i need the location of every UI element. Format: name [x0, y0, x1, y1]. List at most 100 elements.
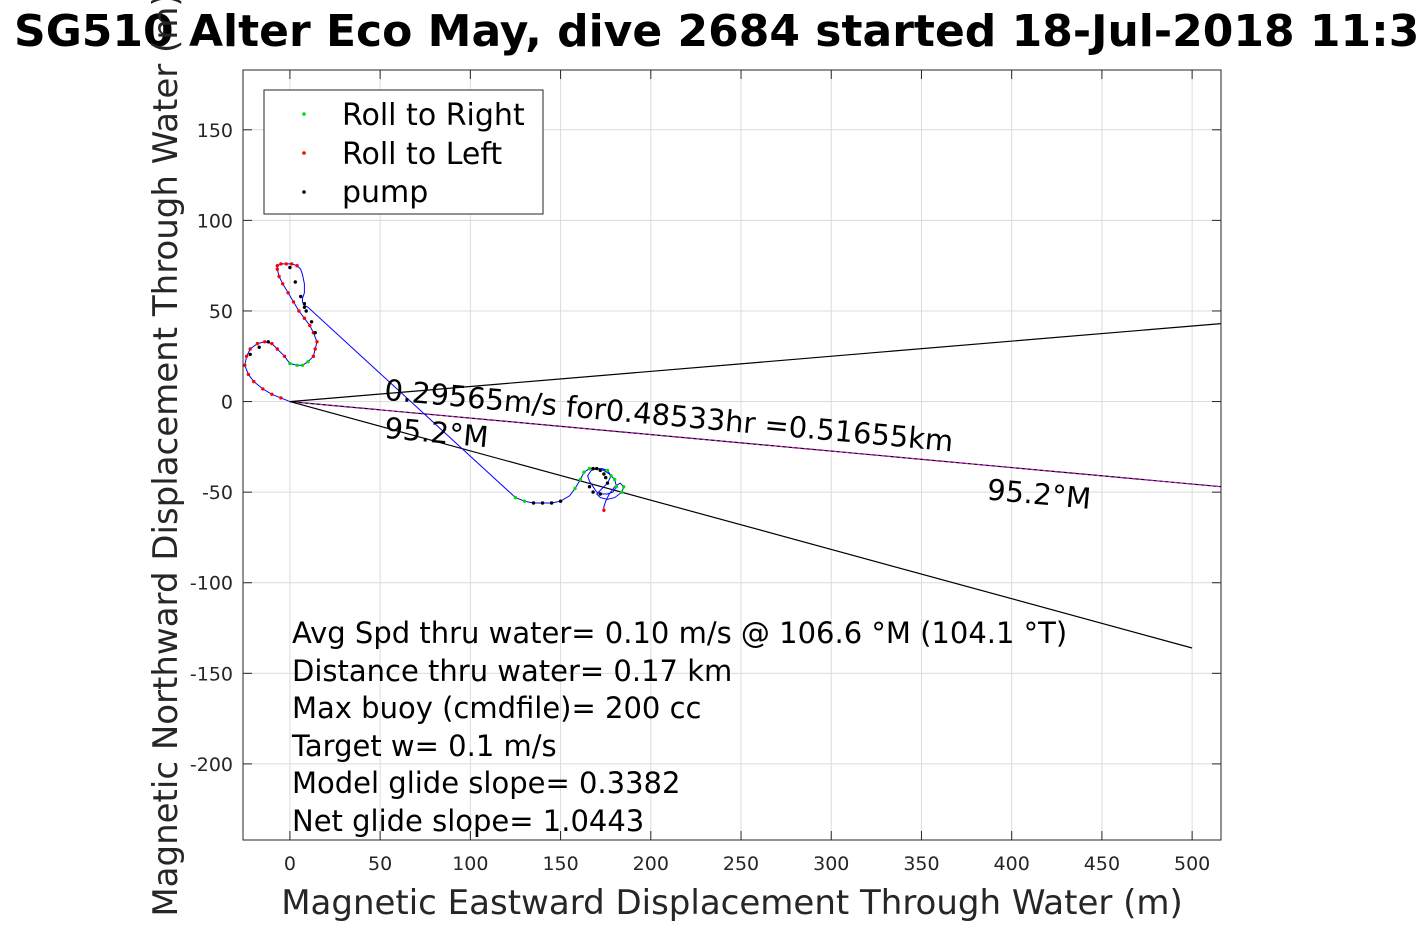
lines-layer	[289, 323, 1221, 649]
roll-left-point	[252, 379, 256, 384]
roll-right-point	[513, 495, 518, 500]
legend-marker-roll-right	[302, 112, 306, 116]
x-tick-label: 300	[813, 853, 849, 875]
pump-point	[531, 501, 536, 505]
pump-point	[302, 305, 307, 309]
y-axis-label: Magnetic Northward Displacement Through …	[146, 0, 186, 917]
roll-right-point	[620, 490, 624, 494]
roll-right-point	[295, 363, 299, 367]
legend: Roll to Right Roll to Left pump	[263, 89, 544, 215]
roll-left-point	[313, 347, 317, 351]
roll-left-point	[255, 341, 260, 346]
roll-left-point	[275, 347, 279, 351]
roll-left-point	[291, 300, 296, 304]
y-ticks: -200 -150 -100 -50 0 50 100 150	[190, 120, 1221, 776]
roll-left-point	[243, 363, 247, 367]
pump-point	[598, 492, 602, 496]
y-tick-label: -50	[202, 482, 233, 504]
pump-point	[257, 345, 261, 349]
pump-point	[313, 331, 317, 335]
roll-right-point	[613, 477, 617, 482]
legend-box	[263, 89, 544, 215]
roll-left-point	[284, 262, 288, 266]
roll-right-point	[605, 468, 610, 473]
pump-point	[591, 490, 595, 494]
x-tick-label: 250	[723, 853, 759, 875]
legend-label-roll-right: Roll to Right	[342, 98, 525, 133]
roll-left-point	[277, 274, 281, 279]
roll-left-point	[248, 347, 252, 351]
pump-point	[587, 485, 592, 489]
pump-point	[248, 352, 252, 357]
roll-left-point	[275, 267, 279, 271]
pump-point	[558, 499, 563, 503]
legend-marker-roll-left	[302, 151, 306, 155]
pump-point	[598, 468, 602, 473]
x-ticks: 0 50 100 150 200 250 300 350 400 450 500	[284, 70, 1210, 875]
roll-left-point	[282, 354, 287, 358]
pump-point	[540, 501, 545, 505]
roll-right-point	[288, 361, 292, 366]
pump-point	[605, 481, 610, 485]
pump-point	[302, 302, 307, 306]
roll-right-point	[622, 485, 626, 489]
pump-point	[299, 294, 303, 299]
stat-net-glide-slope: Net glide slope= 1.0443	[292, 804, 644, 838]
roll-left-point	[244, 354, 249, 358]
pump-point	[309, 320, 314, 324]
y-tick-label: 100	[197, 210, 233, 232]
roll-left-point	[315, 340, 319, 344]
roll-left-point	[295, 264, 299, 268]
pump-point	[549, 501, 554, 505]
pump-point	[595, 466, 599, 471]
pump-point	[293, 280, 297, 284]
roll-right-point	[300, 363, 305, 367]
x-tick-label: 450	[1084, 853, 1120, 875]
heading-line-0	[289, 401, 1221, 488]
roll-left-point	[279, 396, 283, 400]
pump-point	[288, 265, 292, 270]
roll-left-point	[302, 316, 307, 320]
roll-left-point	[602, 508, 606, 512]
points-layer	[243, 262, 626, 512]
stat-target-w: Target w= 0.1 m/s	[291, 729, 557, 763]
roll-left-point	[286, 291, 290, 295]
y-tick-label: -100	[190, 573, 233, 595]
stat-distance: Distance thru water= 0.17 km	[292, 654, 732, 688]
pump-point	[266, 340, 270, 344]
y-tick-label: -150	[190, 663, 233, 685]
roll-right-point	[306, 360, 310, 364]
y-tick-label: -200	[190, 754, 233, 776]
roll-right-point	[582, 470, 586, 474]
x-tick-label: 150	[542, 853, 578, 875]
roll-left-point	[281, 282, 285, 286]
roll-left-point	[270, 341, 274, 346]
roll-right-point	[573, 486, 577, 491]
x-axis-label: Magnetic Eastward Displacement Through W…	[281, 883, 1183, 923]
x-tick-label: 500	[1174, 853, 1210, 875]
heading-line-2	[289, 401, 1193, 649]
roll-left-point	[261, 387, 265, 391]
chart-title: SG510 Alter Eco May, dive 2684 started 1…	[14, 6, 1417, 57]
y-tick-label: 50	[209, 301, 233, 323]
axes-box	[242, 69, 1222, 841]
roll-right-point	[587, 466, 592, 471]
stat-max-buoy: Max buoy (cmdfile)= 200 cc	[292, 691, 701, 725]
roll-left-point	[290, 262, 294, 266]
legend-label-roll-left: Roll to Left	[342, 137, 502, 172]
roll-right-point	[614, 485, 619, 489]
x-tick-label: 50	[368, 853, 392, 875]
roll-left-point	[263, 340, 267, 344]
legend-marker-pump	[302, 190, 306, 194]
roll-left-point	[308, 323, 312, 328]
pump-point	[602, 472, 606, 476]
x-tick-label: 200	[633, 853, 669, 875]
x-tick-label: 400	[994, 853, 1030, 875]
x-tick-label: 0	[284, 853, 296, 875]
y-tick-label: 150	[197, 120, 233, 142]
pump-point	[304, 309, 308, 313]
roll-right-point	[522, 499, 527, 503]
roll-left-point	[279, 262, 283, 266]
legend-label-pump: pump	[342, 175, 428, 210]
x-tick-label: 100	[452, 853, 488, 875]
